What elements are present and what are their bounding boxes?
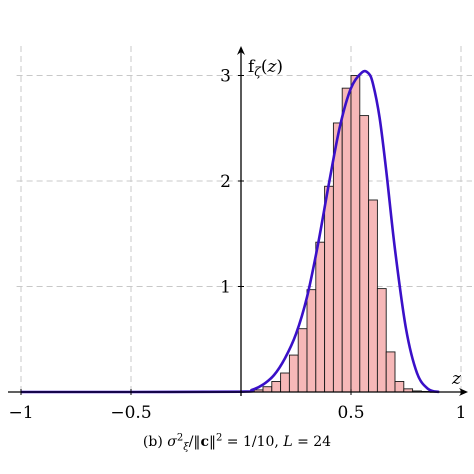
histogram-bars: [253, 75, 440, 393]
y-tick-label: 3: [220, 67, 231, 87]
x-tick-label: −1: [8, 403, 33, 423]
histogram-bar: [341, 87, 352, 393]
histogram-bar: [280, 372, 290, 393]
x-tick-label: −0.5: [110, 403, 151, 423]
histogram-bar: [350, 75, 361, 393]
histogram-bar: [368, 199, 378, 393]
histogram-bar: [306, 289, 317, 393]
histogram-bar: [271, 381, 282, 393]
axes: [8, 46, 468, 396]
histogram-bar: [332, 122, 343, 393]
grid-lines: [16, 43, 472, 392]
density-curve-layer: [21, 69, 440, 394]
density-curve: [21, 69, 440, 394]
histogram-bar: [297, 328, 308, 393]
y-tick-label: 2: [220, 172, 231, 192]
figure-caption: (b) σ2ξ/‖c‖2 = 1/10, L = 24: [0, 432, 474, 452]
y-tick-label: 1: [220, 278, 231, 298]
histogram-bar: [262, 386, 273, 393]
y-axis-label: fζ(z): [248, 57, 283, 79]
histogram-bar: [394, 381, 405, 393]
histogram-bar: [288, 354, 299, 393]
x-axis-label: z: [451, 369, 462, 389]
tick-labels: −1 −0.5 0.5 1 1 2 3: [8, 67, 466, 424]
caption-text: (b) σ2ξ/‖c‖2 = 1/10, L = 24: [142, 432, 332, 453]
histogram-bar: [315, 241, 326, 393]
histogram-bar: [376, 288, 387, 393]
x-tick-label: 1: [456, 403, 467, 423]
x-tick-label: 0.5: [337, 403, 364, 423]
histogram-bar: [359, 115, 370, 393]
histogram-bar: [324, 185, 334, 393]
histogram-bar: [385, 351, 396, 393]
y-axis-arrowhead: [237, 46, 245, 55]
